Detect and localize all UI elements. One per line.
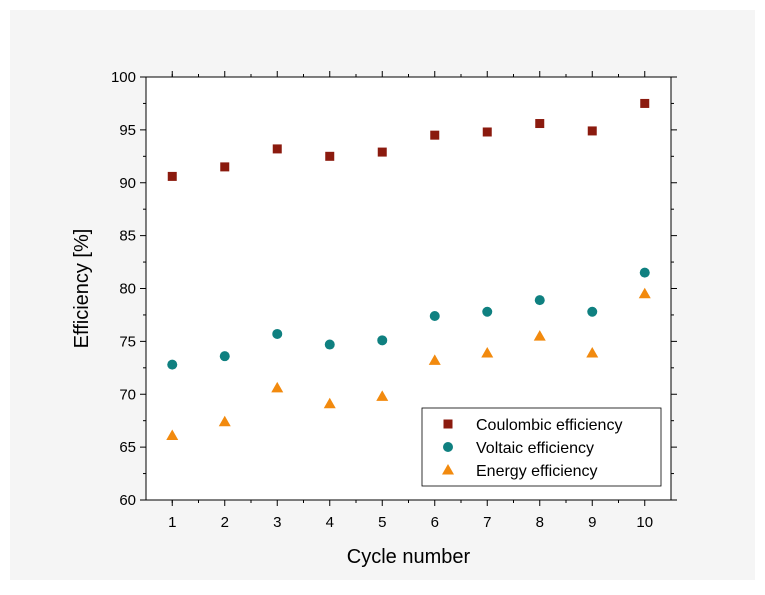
point-circle-series-2 [272,328,283,339]
x-tick-label: 3 [273,514,281,531]
legend-label: Voltaic efficiency [476,440,594,457]
point-circle-series-2 [534,295,545,306]
point-square-series-1 [482,127,492,137]
x-tick-label: 9 [588,514,596,531]
point-square-series-1 [377,147,387,157]
x-axis-title: Cycle number [347,546,471,568]
x-tick-label: 5 [378,514,386,531]
point-square-series-1 [430,130,440,140]
legend-marker-square [443,419,453,429]
point-square-series-1 [220,162,230,172]
point-triangle-series-3 [323,397,336,409]
data-marks [166,98,651,440]
x-tick-label: 2 [221,514,229,531]
point-triangle-series-3 [376,390,389,401]
point-square-series-1 [325,151,335,161]
y-axis-title: Efficiency [%] [71,229,93,349]
point-circle-series-2 [587,306,598,317]
point-circle-series-2 [324,339,335,350]
x-tick-label: 7 [483,514,491,531]
y-tick-label: 60 [119,492,136,509]
point-triangle-series-3 [166,429,179,440]
x-tick-label: 1 [168,514,176,531]
x-tick-label: 6 [431,514,439,531]
point-triangle-series-3 [218,415,231,427]
point-square-series-1 [587,126,597,136]
y-tick-label: 80 [119,281,136,298]
point-square-series-1 [167,171,177,181]
legend-label: Coulombic efficiency [476,417,622,434]
axes: 60 65 70 75 80 85 90 95 100 1 2 3 4 5 6 7 8 9 10 [111,69,677,531]
point-circle-series-2 [377,335,388,346]
legend-marker-triangle [442,464,454,475]
point-circle-series-2 [429,310,440,321]
x-tick-label: 10 [636,514,653,531]
point-triangle-series-3 [638,287,651,299]
point-square-series-1 [535,119,545,129]
y-tick-label: 100 [111,69,136,86]
legend: Coulombic efficiency Voltaic efficiency En… [421,407,662,487]
point-triangle-series-3 [586,347,599,358]
y-tick-label: 85 [119,228,136,245]
point-circle-series-2 [482,306,493,317]
y-tick-label: 95 [119,122,136,139]
point-circle-series-2 [167,359,178,370]
point-triangle-series-3 [533,330,546,341]
point-square-series-1 [640,98,650,108]
plot-frame [145,76,672,501]
x-tick-label: 4 [326,514,334,531]
y-tick-label: 75 [119,333,136,350]
y-tick-label: 70 [119,386,136,403]
point-circle-series-2 [639,267,650,278]
legend-box [421,407,662,487]
point-triangle-series-3 [271,381,284,393]
y-tick-label: 90 [119,175,136,192]
x-tick-label: 8 [536,514,544,531]
point-square-series-1 [272,144,282,154]
point-triangle-series-3 [428,354,441,365]
y-tick-label: 65 [119,439,136,456]
point-circle-series-2 [219,351,230,362]
legend-label: Energy efficiency [476,463,598,480]
point-triangle-series-3 [481,347,494,358]
legend-marker-circle [443,442,453,452]
